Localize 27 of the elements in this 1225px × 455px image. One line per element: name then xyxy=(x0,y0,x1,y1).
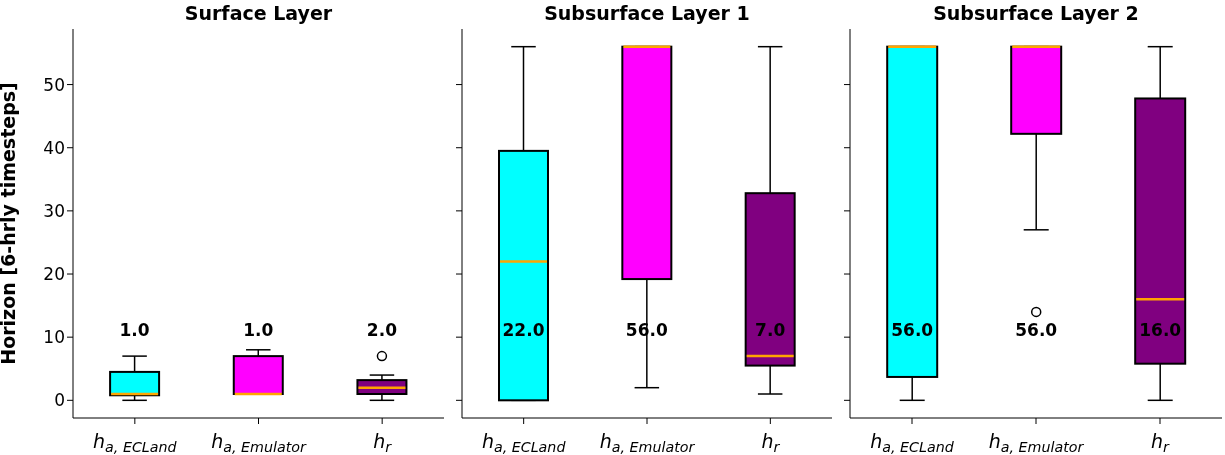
y-tick-label: 0 xyxy=(54,390,65,411)
x-tick-label: h$_{r}$ xyxy=(373,430,393,455)
x-tick-label: h$_{a, Emulator}$ xyxy=(988,430,1085,455)
x-tick-label: h$_{r}$ xyxy=(1151,430,1171,455)
x-tick-label: h$_{r}$ xyxy=(761,430,781,455)
annotation: 7.0 xyxy=(755,320,786,341)
y-tick-label: 50 xyxy=(43,74,65,95)
chart-title: Surface Layer xyxy=(183,2,334,24)
annotation: 1.0 xyxy=(119,320,150,341)
y-axis-title: Horizon [6-hrly timesteps] xyxy=(0,82,19,365)
x-tick-label: h$_{a, Emulator}$ xyxy=(211,430,307,455)
annotation: 2.0 xyxy=(366,320,398,341)
y-tick-label: 20 xyxy=(43,264,65,285)
chart-title: Subsurface Layer 2 xyxy=(932,2,1140,24)
chart-title: Subsurface Layer 1 xyxy=(543,2,751,24)
x-tick-label: h$_{a, ECLand}$ xyxy=(481,430,567,455)
y-tick-label: 30 xyxy=(43,200,65,221)
annotation: 56.0 xyxy=(891,320,934,341)
annotation: 56.0 xyxy=(1015,320,1058,341)
annotation: 16.0 xyxy=(1139,320,1182,341)
annotation: 22.0 xyxy=(502,320,545,341)
x-tick-label: h$_{a, ECLand}$ xyxy=(93,430,178,455)
annotation: 1.0 xyxy=(243,320,274,341)
x-tick-label: h$_{a, Emulator}$ xyxy=(599,430,696,455)
y-tick-label: 40 xyxy=(43,137,65,158)
y-tick-label: 10 xyxy=(43,327,65,348)
x-tick-label: h$_{a, ECLand}$ xyxy=(870,430,955,455)
